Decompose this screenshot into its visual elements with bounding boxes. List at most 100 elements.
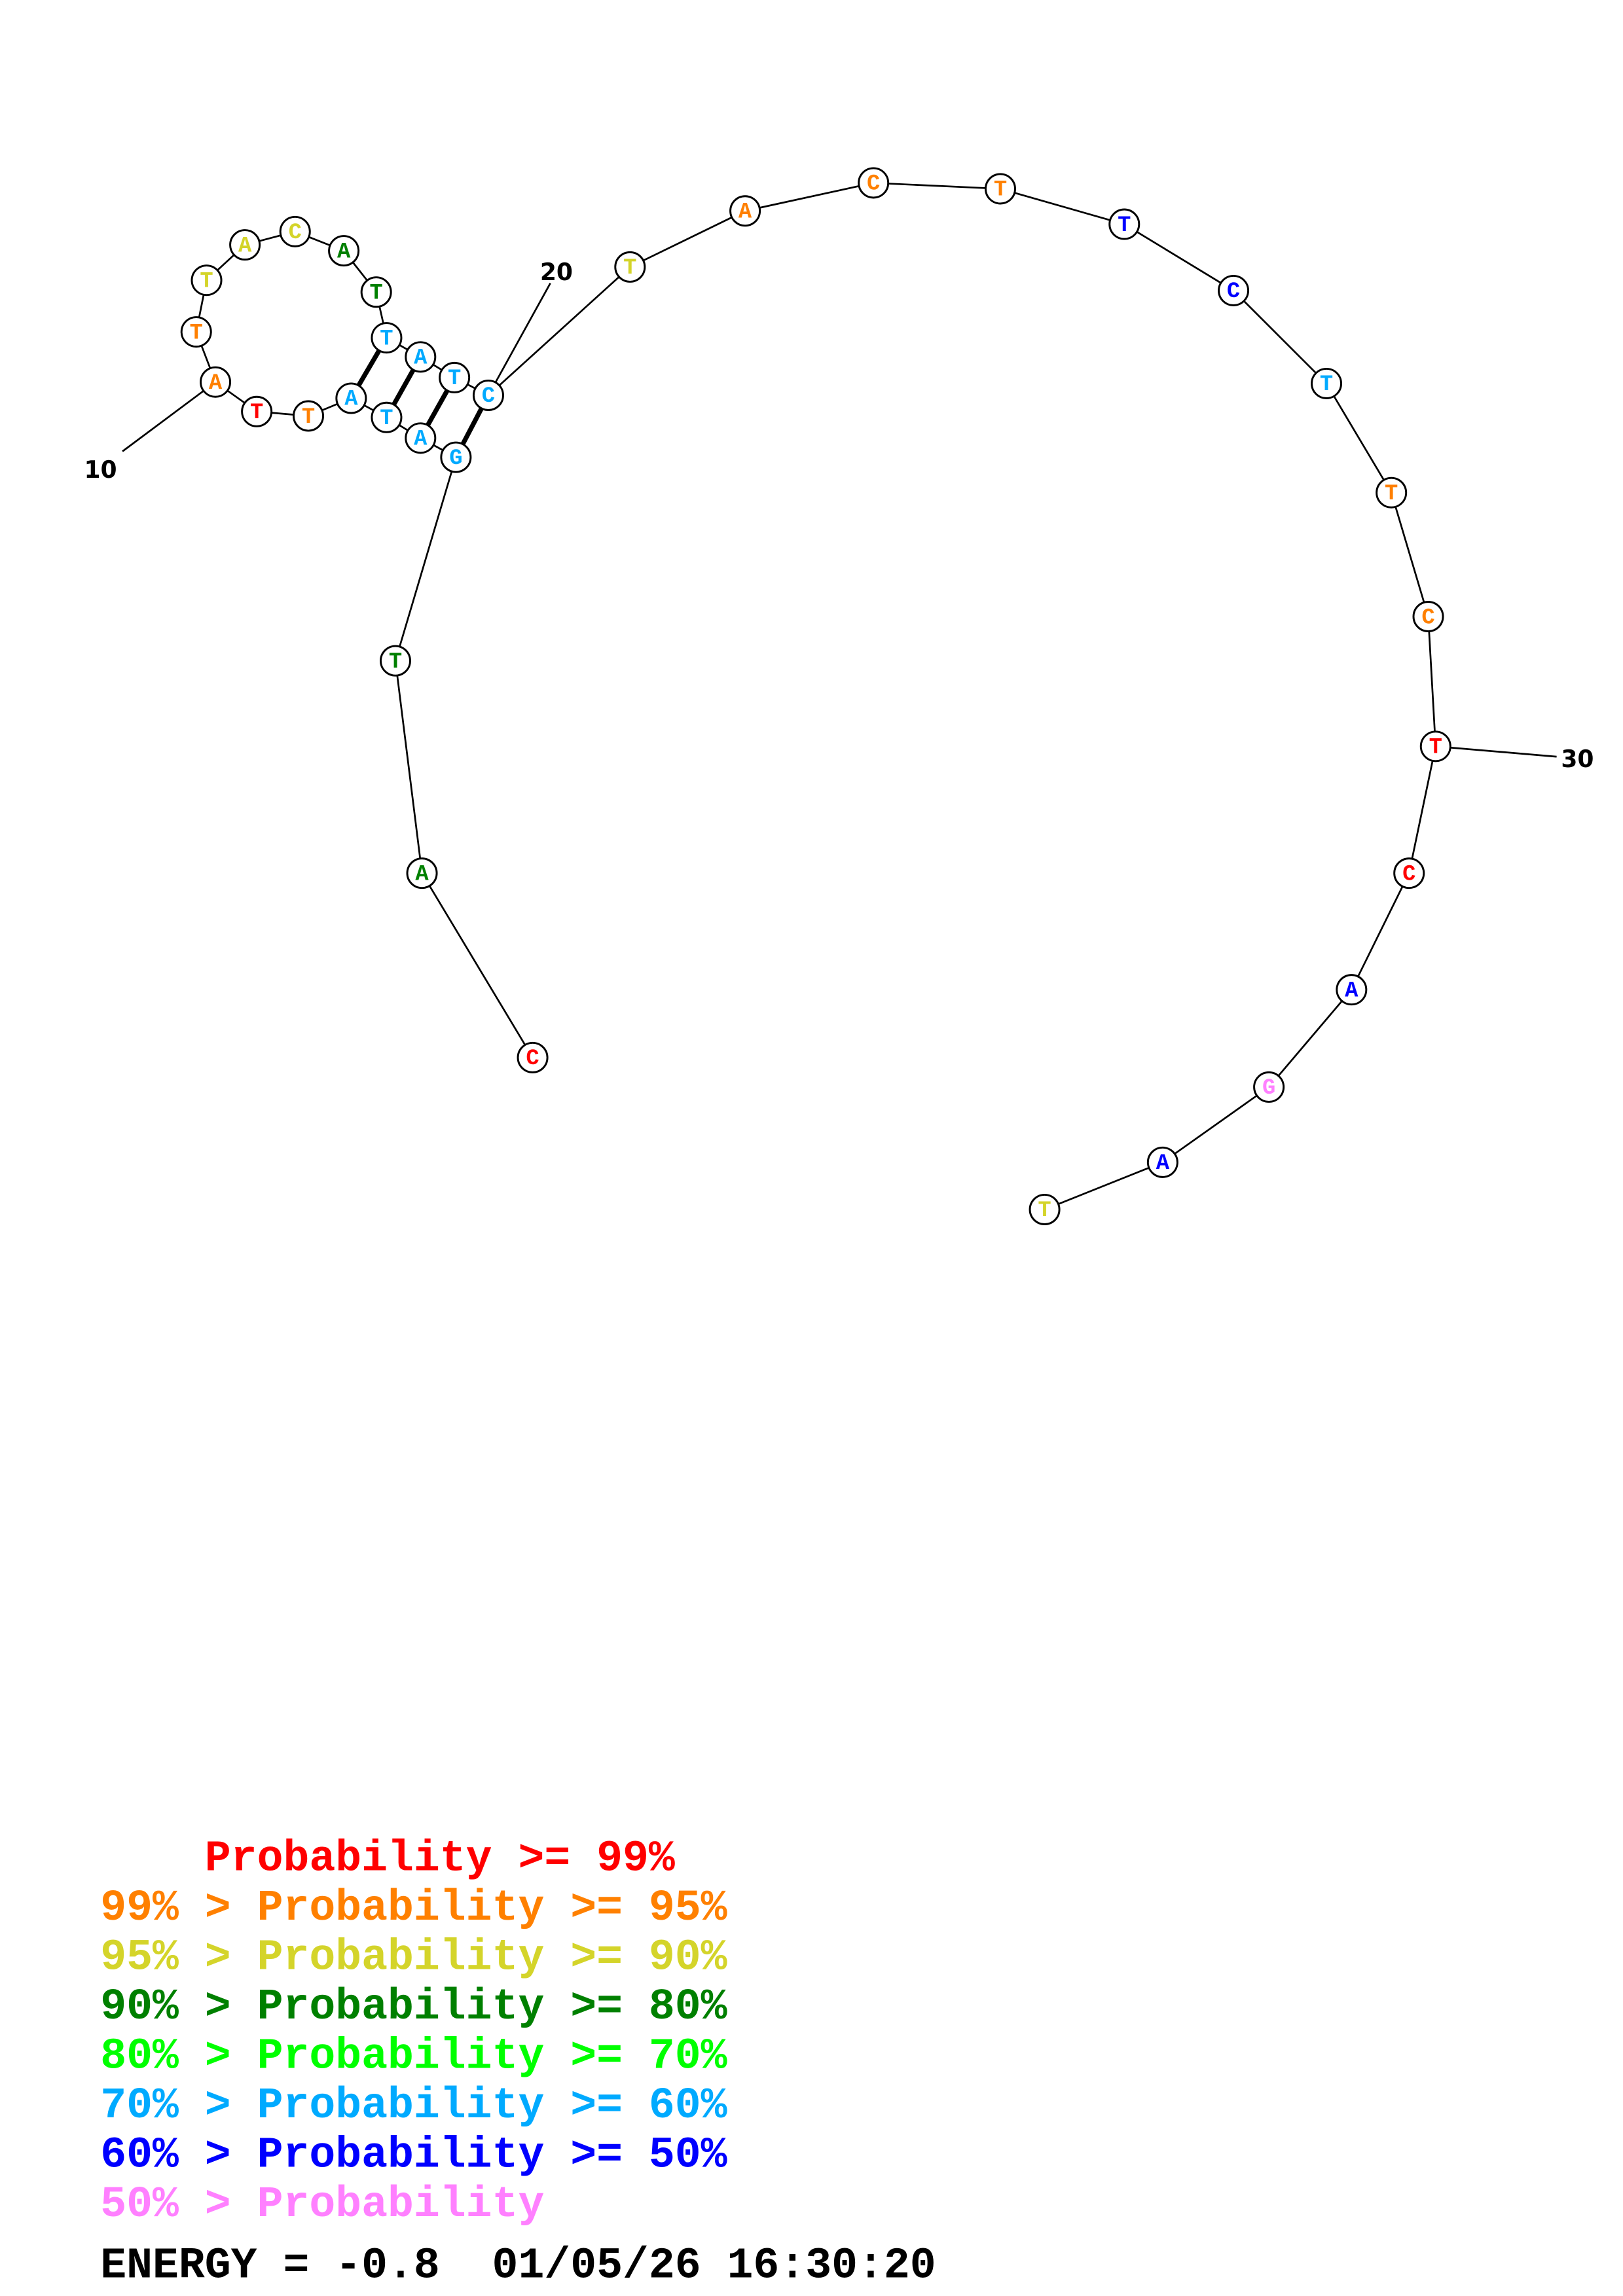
- nucleotide-circle: [1146, 1146, 1178, 1178]
- nucleotide-circle: [1412, 601, 1444, 633]
- nucleotide: T: [984, 173, 1016, 205]
- nucleotide: C: [1412, 601, 1444, 633]
- nucleotide-base: C: [482, 384, 495, 409]
- nucleotide: T: [371, 322, 403, 354]
- legend-line: Probability >= 99%: [100, 1835, 675, 1884]
- nucleotide-circle: [406, 857, 438, 889]
- nucleotide-base: T: [994, 178, 1007, 203]
- backbone-link: [394, 660, 423, 874]
- nucleotide: A: [405, 422, 437, 454]
- nucleotide-base: A: [337, 240, 351, 264]
- nucleotide: T: [360, 276, 392, 308]
- nucleotide-base: C: [1227, 279, 1240, 304]
- nucleotide-circle: [984, 173, 1016, 205]
- backbone-link: [744, 182, 874, 212]
- nucleotide-base: T: [623, 256, 636, 281]
- nucleotide-circle: [1336, 974, 1368, 1006]
- nucleotide: T: [379, 645, 411, 677]
- nucleotide: T: [614, 251, 646, 283]
- nucleotide: A: [328, 235, 360, 267]
- position-label: 20: [540, 259, 573, 286]
- nucleotide-base: C: [867, 172, 880, 197]
- backbone-link: [1000, 188, 1125, 225]
- nucleotide-circle: [180, 316, 212, 348]
- nucleotide-base: A: [344, 387, 358, 412]
- nucleotide-base: A: [1156, 1151, 1170, 1176]
- backbone-link: [488, 266, 631, 396]
- legend-line: 60% > Probability >= 50%: [100, 2131, 727, 2180]
- nucleotide-circle: [1393, 857, 1425, 889]
- nucleotide: T: [1029, 1193, 1061, 1225]
- backbone-link: [1408, 746, 1437, 874]
- nucleotide-circle: [1218, 274, 1250, 306]
- nucleotide-base: C: [1421, 605, 1434, 630]
- nucleotide-circle: [1311, 367, 1343, 399]
- nucleotide-circle: [472, 379, 504, 411]
- nucleotide-base: G: [449, 446, 462, 471]
- legend: Probability >= 99% 99% > Probability >= …: [100, 1835, 936, 2291]
- legend-line: 95% > Probability >= 90%: [100, 1933, 727, 1982]
- nucleotide-base: A: [414, 427, 428, 452]
- nucleotide-circle: [1419, 730, 1451, 762]
- nucleotide-circle: [335, 382, 367, 414]
- nucleotide-base: A: [238, 234, 252, 259]
- nucleotide-circle: [1108, 208, 1140, 240]
- backbone-link: [1325, 383, 1393, 493]
- legend-line: 70% > Probability >= 60%: [100, 2081, 727, 2130]
- position-tick: [1435, 745, 1557, 758]
- nucleotide-base: A: [415, 862, 429, 887]
- position-tick: [487, 283, 551, 396]
- nucleotide-base: T: [448, 367, 461, 391]
- nucleotide-circle: [1029, 1193, 1061, 1225]
- position-ticks: 10 20 30: [84, 259, 1594, 773]
- nucleotide-circle: [1253, 1071, 1285, 1103]
- backbone-link: [1268, 989, 1353, 1088]
- backbone-link: [1123, 223, 1234, 292]
- nucleotide: C: [279, 215, 311, 247]
- position-label: 10: [84, 456, 117, 484]
- nucleotide: T: [371, 401, 403, 433]
- nucleotide: T: [1108, 208, 1140, 240]
- nucleotide-circle: [858, 167, 890, 199]
- nucleotide-base: A: [1345, 978, 1359, 1003]
- nucleotide-base: T: [302, 405, 315, 430]
- nucleotide: T: [439, 361, 471, 393]
- nucleotide-circle: [328, 235, 360, 267]
- position-tick: [122, 381, 216, 452]
- nucleotide-base: C: [289, 221, 302, 245]
- nucleotide-circle: [371, 322, 403, 354]
- nucleotide-circle: [200, 366, 232, 398]
- nucleotide: A: [335, 382, 367, 414]
- nucleotide-circle: [517, 1041, 549, 1073]
- nucleotide-circle: [405, 341, 437, 373]
- nucleotide-circle: [379, 645, 411, 677]
- backbone-link: [1351, 872, 1410, 990]
- nucleotide-circle: [440, 441, 472, 473]
- nucleotide-base: G: [1262, 1076, 1275, 1101]
- legend-line: 80% > Probability >= 70%: [100, 2032, 727, 2081]
- position-label: 30: [1561, 745, 1594, 773]
- backbone-link: [1233, 290, 1327, 384]
- energy-timestamp: ENERGY = -0.8 01/05/26 16:30:20: [100, 2242, 936, 2291]
- nucleotide-circle: [360, 276, 392, 308]
- nucleotide-base: T: [1429, 736, 1442, 761]
- backbone-link: [873, 182, 1001, 190]
- nucleotide-circle: [371, 401, 403, 433]
- nucleotide-circle: [241, 395, 273, 427]
- nucleotide-base: T: [380, 327, 393, 351]
- nucleotide: T: [241, 395, 273, 427]
- nucleotide-circle: [439, 361, 471, 393]
- nucleotide: C: [517, 1041, 549, 1073]
- nucleotide: A: [405, 341, 437, 373]
- nucleotide-circle: [191, 264, 223, 296]
- nucleotide: A: [200, 366, 232, 398]
- nucleotide-circle: [729, 195, 761, 227]
- nucleotide: T: [191, 264, 223, 296]
- backbone-link: [1044, 1161, 1163, 1211]
- nucleotide-base: T: [190, 321, 203, 346]
- nucleotide: C: [1393, 857, 1425, 889]
- nucleotide: C: [472, 379, 504, 411]
- backbone-link: [629, 210, 746, 268]
- nucleotide: A: [1336, 974, 1368, 1006]
